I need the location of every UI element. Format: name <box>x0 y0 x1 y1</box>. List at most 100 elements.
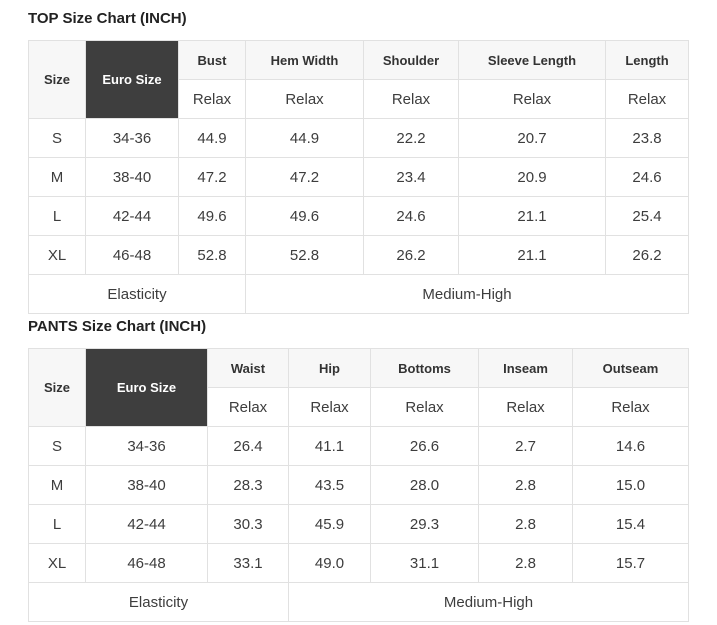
fit-type-row: Relax Relax Relax Relax Relax <box>29 79 689 119</box>
size-cell: S <box>28 426 86 466</box>
column-header-length: Length <box>605 40 689 80</box>
value-cell: 20.9 <box>458 157 606 197</box>
value-cell: 2.8 <box>478 504 573 544</box>
pants-chart-title: PANTS Size Chart (INCH) <box>28 318 207 335</box>
fit-type-cell: Relax <box>458 79 606 119</box>
value-cell: 29.3 <box>370 504 479 544</box>
value-cell: 22.2 <box>363 118 459 158</box>
euro-size-column-header: Euro Size <box>85 348 208 427</box>
value-cell: 49.6 <box>178 196 246 236</box>
fit-type-cell: Relax <box>207 387 289 427</box>
column-header-inseam: Inseam <box>478 348 573 388</box>
top-chart-title: TOP Size Chart (INCH) <box>28 10 187 27</box>
euro-size-cell: 34-36 <box>85 426 208 466</box>
table-row-s: S 34-36 44.9 44.9 22.2 20.7 23.8 <box>28 118 689 158</box>
value-cell: 26.2 <box>605 235 689 275</box>
size-cell: L <box>28 196 86 236</box>
elasticity-value-cell: Medium-High <box>245 274 689 314</box>
value-cell: 24.6 <box>605 157 689 197</box>
table-row-l: L 42-44 30.3 45.9 29.3 2.8 15.4 <box>28 504 689 544</box>
table-row-m: M 38-40 47.2 47.2 23.4 20.9 24.6 <box>28 157 689 197</box>
euro-size-cell: 38-40 <box>85 465 208 505</box>
value-cell: 25.4 <box>605 196 689 236</box>
elasticity-row: Elasticity Medium-High <box>28 582 689 622</box>
size-cell: S <box>28 118 86 158</box>
column-header-shoulder: Shoulder <box>363 40 459 80</box>
value-cell: 43.5 <box>288 465 371 505</box>
value-cell: 49.6 <box>245 196 364 236</box>
table-row-s: S 34-36 26.4 41.1 26.6 2.7 14.6 <box>28 426 689 466</box>
table-header-row: Size Euro Size Waist Hip Bottoms Inseam … <box>28 348 689 427</box>
elasticity-value-cell: Medium-High <box>288 582 689 622</box>
value-cell: 52.8 <box>245 235 364 275</box>
value-cell: 47.2 <box>245 157 364 197</box>
column-header-bust: Bust <box>178 40 246 80</box>
value-cell: 23.8 <box>605 118 689 158</box>
size-cell: XL <box>28 235 86 275</box>
value-cell: 26.4 <box>207 426 289 466</box>
value-cell: 21.1 <box>458 235 606 275</box>
fit-type-cell: Relax <box>245 79 364 119</box>
fit-type-cell: Relax <box>370 387 479 427</box>
table-row-m: M 38-40 28.3 43.5 28.0 2.8 15.0 <box>28 465 689 505</box>
column-header-hem-width: Hem Width <box>245 40 364 80</box>
fit-type-cell: Relax <box>572 387 689 427</box>
column-header-sleeve-length: Sleeve Length <box>458 40 606 80</box>
elasticity-label-cell: Elasticity <box>28 582 289 622</box>
value-cell: 14.6 <box>572 426 689 466</box>
euro-size-cell: 34-36 <box>85 118 179 158</box>
value-cell: 20.7 <box>458 118 606 158</box>
value-cell: 44.9 <box>245 118 364 158</box>
fit-type-cell: Relax <box>478 387 573 427</box>
column-header-bottoms: Bottoms <box>370 348 479 388</box>
value-cell: 49.0 <box>288 543 371 583</box>
value-cell: 33.1 <box>207 543 289 583</box>
value-cell: 15.7 <box>572 543 689 583</box>
value-cell: 15.4 <box>572 504 689 544</box>
value-cell: 30.3 <box>207 504 289 544</box>
value-cell: 28.0 <box>370 465 479 505</box>
value-cell: 2.8 <box>478 543 573 583</box>
table-row-xl: XL 46-48 52.8 52.8 26.2 21.1 26.2 <box>28 235 689 275</box>
euro-size-cell: 46-48 <box>85 543 208 583</box>
value-cell: 24.6 <box>363 196 459 236</box>
value-cell: 44.9 <box>178 118 246 158</box>
value-cell: 15.0 <box>572 465 689 505</box>
value-cell: 26.2 <box>363 235 459 275</box>
value-cell: 45.9 <box>288 504 371 544</box>
elasticity-label-cell: Elasticity <box>28 274 246 314</box>
size-chart-section: TOP Size Chart (INCH) Size Euro Size Bus… <box>28 10 689 622</box>
size-cell: M <box>28 465 86 505</box>
pants-size-chart-table: Size Euro Size Waist Hip Bottoms Inseam … <box>28 348 689 622</box>
size-column-header: Size <box>28 348 86 427</box>
euro-size-cell: 42-44 <box>85 196 179 236</box>
table-row-xl: XL 46-48 33.1 49.0 31.1 2.8 15.7 <box>28 543 689 583</box>
value-cell: 28.3 <box>207 465 289 505</box>
value-cell: 31.1 <box>370 543 479 583</box>
size-cell: XL <box>28 543 86 583</box>
value-cell: 41.1 <box>288 426 371 466</box>
fit-type-row: Relax Relax Relax Relax Relax <box>29 387 689 427</box>
fit-type-cell: Relax <box>363 79 459 119</box>
euro-size-column-header: Euro Size <box>85 40 179 119</box>
value-cell: 2.8 <box>478 465 573 505</box>
size-column-header: Size <box>28 40 86 119</box>
euro-size-cell: 46-48 <box>85 235 179 275</box>
column-header-hip: Hip <box>288 348 371 388</box>
size-cell: M <box>28 157 86 197</box>
column-header-outseam: Outseam <box>572 348 689 388</box>
value-cell: 52.8 <box>178 235 246 275</box>
column-header-waist: Waist <box>207 348 289 388</box>
elasticity-row: Elasticity Medium-High <box>28 274 689 314</box>
table-row-l: L 42-44 49.6 49.6 24.6 21.1 25.4 <box>28 196 689 236</box>
value-cell: 21.1 <box>458 196 606 236</box>
size-cell: L <box>28 504 86 544</box>
table-header-row: Size Euro Size Bust Hem Width Shoulder S… <box>28 40 689 119</box>
euro-size-cell: 38-40 <box>85 157 179 197</box>
euro-size-cell: 42-44 <box>85 504 208 544</box>
fit-type-cell: Relax <box>288 387 371 427</box>
value-cell: 2.7 <box>478 426 573 466</box>
value-cell: 23.4 <box>363 157 459 197</box>
value-cell: 26.6 <box>370 426 479 466</box>
fit-type-cell: Relax <box>605 79 689 119</box>
